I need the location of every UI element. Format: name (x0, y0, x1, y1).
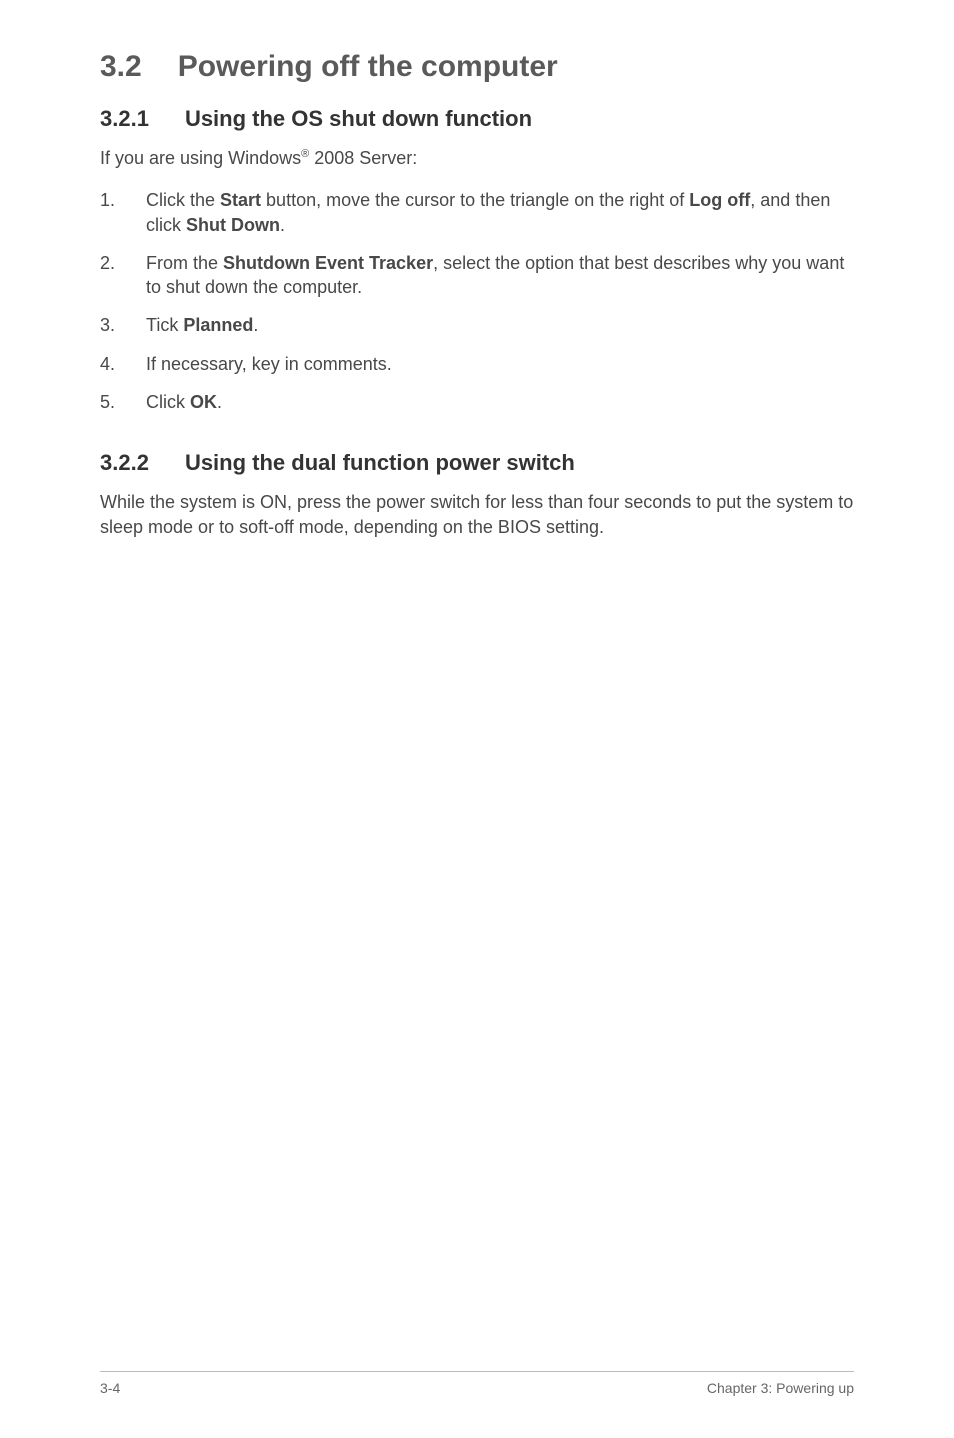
text-run: . (253, 315, 258, 335)
ordered-list: 1.Click the Start button, move the curso… (100, 188, 854, 414)
footer-page-number: 3-4 (100, 1380, 120, 1396)
list-content: Tick Planned. (146, 313, 854, 337)
subsection-number: 3.2.2 (100, 450, 149, 476)
list-item: 2.From the Shutdown Event Tracker, selec… (100, 251, 854, 300)
page-footer: 3-4 Chapter 3: Powering up (100, 1371, 854, 1396)
text-run: . (217, 392, 222, 412)
list-item: 4.If necessary, key in comments. (100, 352, 854, 376)
list-number: 1. (100, 188, 146, 237)
body-paragraph: While the system is ON, press the power … (100, 490, 854, 539)
text-run: Click (146, 392, 190, 412)
text-run: From the (146, 253, 223, 273)
section-title: 3.2 Powering off the computer (100, 50, 854, 84)
bold-text: Start (220, 190, 261, 210)
footer-chapter: Chapter 3: Powering up (707, 1380, 854, 1396)
bold-text: Shutdown Event Tracker (223, 253, 433, 273)
list-number: 2. (100, 251, 146, 300)
list-item: 3.Tick Planned. (100, 313, 854, 337)
text-run: . (280, 215, 285, 235)
list-item: 5.Click OK. (100, 390, 854, 414)
text-run: button, move the cursor to the triangle … (261, 190, 689, 210)
subsection-title-text: Using the dual function power switch (185, 450, 575, 475)
bold-text: Log off (689, 190, 750, 210)
list-number: 4. (100, 352, 146, 376)
text-run: Click the (146, 190, 220, 210)
list-item: 1.Click the Start button, move the curso… (100, 188, 854, 237)
section-title-text: Powering off the computer (178, 50, 558, 83)
text-run: If necessary, key in comments. (146, 354, 392, 374)
subsection-title-text: Using the OS shut down function (185, 106, 532, 131)
subsection-number: 3.2.1 (100, 106, 149, 132)
intro-post: 2008 Server: (309, 148, 417, 168)
bold-text: Planned (183, 315, 253, 335)
section-number: 3.2 (100, 50, 142, 84)
list-content: If necessary, key in comments. (146, 352, 854, 376)
text-run: Tick (146, 315, 183, 335)
subsection-title: 3.2.2 Using the dual function power switc… (100, 450, 854, 476)
bold-text: Shut Down (186, 215, 280, 235)
subsection-title: 3.2.1 Using the OS shut down function (100, 106, 854, 132)
intro-text: If you are using Windows® 2008 Server: (100, 146, 854, 170)
list-content: Click OK. (146, 390, 854, 414)
list-content: Click the Start button, move the cursor … (146, 188, 854, 237)
intro-sup: ® (301, 148, 309, 160)
intro-pre: If you are using Windows (100, 148, 301, 168)
list-content: From the Shutdown Event Tracker, select … (146, 251, 854, 300)
list-number: 3. (100, 313, 146, 337)
bold-text: OK (190, 392, 217, 412)
list-number: 5. (100, 390, 146, 414)
